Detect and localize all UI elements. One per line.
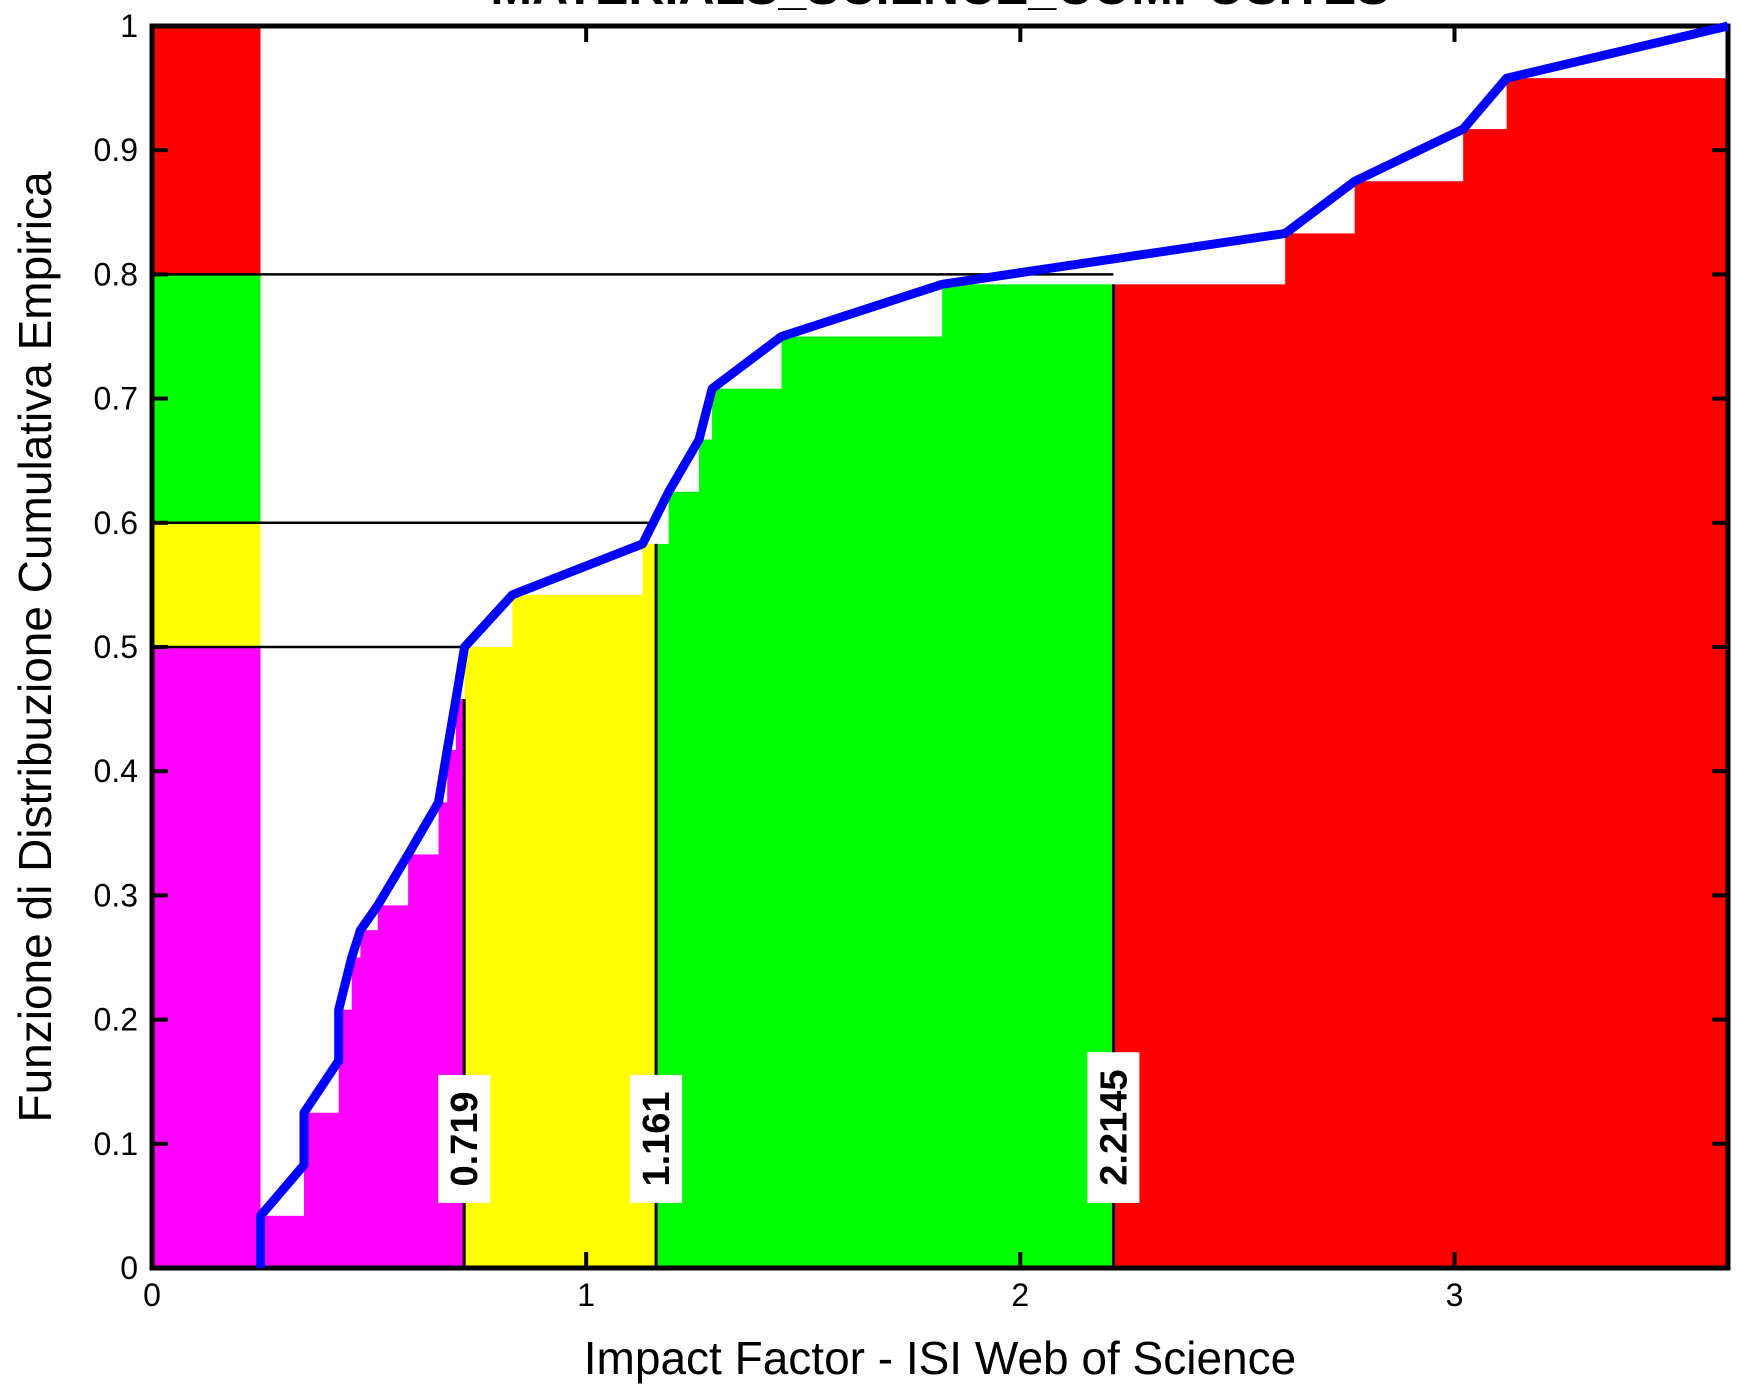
- threshold-label-box: [1087, 1052, 1140, 1203]
- threshold-horizontal-lines: [152, 273, 1114, 649]
- x-tick-label: 1: [577, 1277, 595, 1313]
- ecdf-step-fill: [712, 388, 783, 1268]
- class-band: [152, 26, 261, 275]
- threshold-label-box: [438, 1075, 491, 1203]
- x-tick-label: 3: [1446, 1277, 1464, 1313]
- ecdf-step-fill: [781, 336, 943, 1268]
- ecdf-step-fill: [260, 1215, 305, 1268]
- y-tick-label: 0.2: [94, 1002, 138, 1038]
- threshold-labels: 0.719 1.161 2.2145: [438, 1052, 1140, 1203]
- ecdf-step-fill: [447, 750, 457, 1268]
- ecdf-step-fill: [1113, 284, 1286, 1268]
- axis-ticks: 0 1 2 3 0 0.1 0.2 0.3 0.4 0.5 0.6 0.7 0.8 0.9 1: [94, 8, 1728, 1313]
- y-tick-label: 0.7: [94, 381, 138, 417]
- y-tick-label: 0.3: [94, 877, 138, 913]
- y-tick-label: 0.1: [94, 1126, 138, 1162]
- threshold-label: 1.161: [630, 1075, 683, 1203]
- class-band: [152, 522, 261, 647]
- quantile-fills: [260, 78, 1729, 1269]
- x-tick-label: 2: [1011, 1277, 1029, 1313]
- ecdf-step-fill: [408, 854, 440, 1268]
- y-tick-label: 0.6: [94, 505, 138, 541]
- y-tick-label: 0.9: [94, 132, 138, 168]
- ecdf-step-fill: [338, 1009, 353, 1268]
- y-tick-label: 1: [120, 8, 138, 44]
- ecdf-step-fill: [1506, 78, 1729, 1268]
- ecdf-step-fill: [1285, 233, 1356, 1268]
- class-band: [152, 647, 261, 1268]
- ecdf-step-fill: [303, 1112, 340, 1268]
- class-band: [152, 274, 261, 523]
- y-tick-label: 0: [120, 1250, 138, 1286]
- threshold-label-box: [630, 1075, 683, 1203]
- threshold-label-text: 0.719: [444, 1091, 486, 1186]
- x-tick-label: 0: [143, 1277, 161, 1313]
- ecdf-step-fill: [1463, 129, 1508, 1269]
- y-tick-label: 0.8: [94, 256, 138, 292]
- threshold-label-text: 1.161: [636, 1091, 678, 1186]
- ecdf-step-fill: [1354, 181, 1464, 1268]
- ecdf-step-fill: [351, 957, 361, 1268]
- threshold-label: 0.719: [438, 1075, 491, 1203]
- class-color-bar: [152, 26, 261, 1268]
- ecdf-step-fill: [455, 699, 465, 1268]
- threshold-label: 2.2145: [1087, 1052, 1140, 1203]
- y-tick-label: 0.4: [94, 753, 138, 789]
- ecdf-step-fill: [438, 802, 448, 1268]
- ecdf-step-fill: [512, 594, 644, 1268]
- ecdf-step-fill: [942, 284, 1114, 1268]
- ecdf-step-fill: [699, 439, 713, 1268]
- y-axis-label: Funzione di Distribuzione Cumulativa Emp…: [9, 171, 61, 1122]
- ecdf-step-fill: [377, 905, 409, 1268]
- x-axis-label: Impact Factor - ISI Web of Science: [584, 1332, 1296, 1384]
- ecdf-step-fill: [360, 930, 379, 1268]
- cdf-line: [256, 21, 1730, 1268]
- chart-title: MATERIALS_SCIENCE_COMPOSITES: [490, 0, 1389, 15]
- threshold-label-text: 2.2145: [1093, 1069, 1135, 1185]
- y-tick-label: 0.5: [94, 629, 138, 665]
